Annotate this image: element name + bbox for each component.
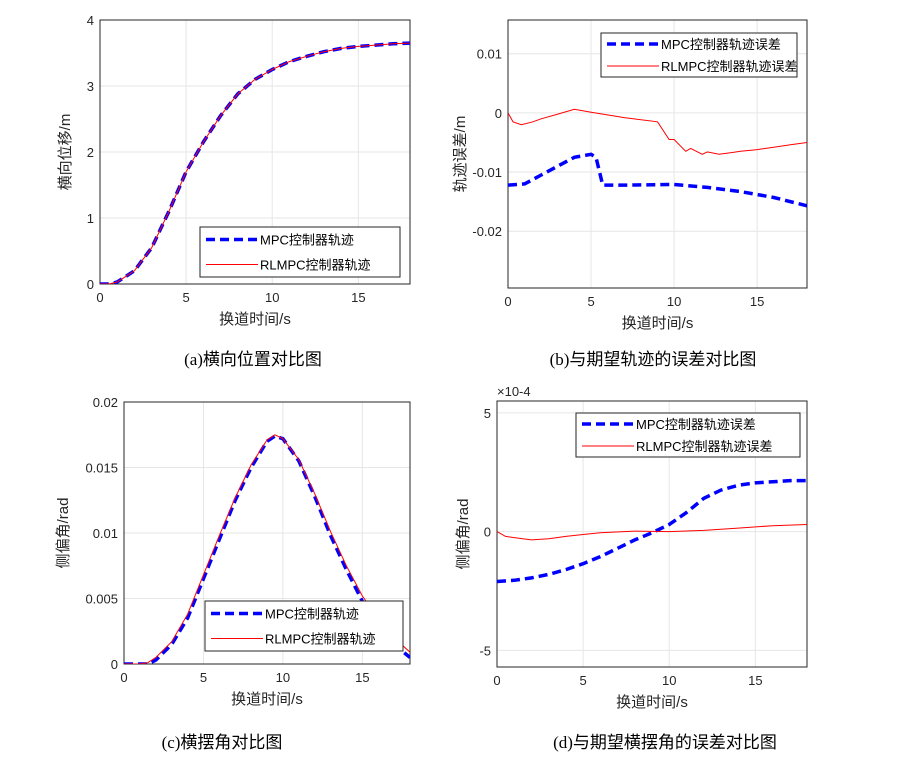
legend-box [204, 600, 404, 652]
chart-panel-1: 0 5 10 15 -0.02 -0.01 0 0.01 换道时间/s 轨迹误差/m MPC控制器轨… [452, 19, 808, 369]
legend-box [600, 32, 798, 78]
x-tick-label: 5 [182, 290, 189, 305]
legend: MPC控制器轨迹误差 RLMPC控制器轨迹误差 [575, 412, 801, 458]
y-tick-label: 5 [484, 406, 491, 421]
rlmpc-series-line [100, 42, 410, 284]
y-axis-label: 侧偏角/rad [455, 499, 472, 570]
legend-label: RLMPC控制器轨迹误差 [636, 439, 773, 454]
y-tick-label: -0.01 [472, 165, 502, 180]
panel-caption: (d)与期望横摆角的误差对比图 [553, 733, 777, 752]
x-tick-label: 15 [355, 670, 369, 685]
mpc-series-line [508, 152, 807, 208]
y-axis-label: 横向位移/m [57, 114, 74, 191]
x-tick-label: 0 [96, 290, 103, 305]
legend-box [575, 412, 801, 458]
legend: MPC控制器轨迹 RLMPC控制器轨迹 [199, 226, 401, 278]
x-tick-label: 5 [579, 673, 586, 688]
y-tick-label: 0.015 [85, 461, 118, 476]
x-tick-label: 10 [276, 670, 290, 685]
x-tick-label: 15 [748, 673, 762, 688]
y-axis-label: 侧偏角/rad [55, 498, 72, 569]
legend-label: MPC控制器轨迹 [265, 607, 359, 622]
legend-box [199, 226, 401, 278]
panel-caption: (a)横向位置对比图 [184, 350, 322, 369]
chart-panel-2: 0 5 10 15 0 0.005 0.01 0.015 0.02 换道时间/s 侧偏角/rad MP… [55, 395, 411, 752]
x-axis-label: 换道时间/s [219, 311, 291, 328]
y-tick-label: 0.005 [85, 592, 118, 607]
legend-label: MPC控制器轨迹误差 [661, 37, 781, 52]
axes-box [507, 19, 808, 289]
x-tick-label: 0 [120, 670, 127, 685]
axes-box [99, 19, 411, 285]
x-tick-label: 0 [493, 673, 500, 688]
y-tick-label: 0.02 [93, 395, 118, 410]
legend: MPC控制器轨迹误差 RLMPC控制器轨迹误差 [600, 32, 798, 78]
rlmpc-series-line [124, 434, 410, 664]
y-tick-label: 0 [111, 657, 118, 672]
panel-caption: (c)横摆角对比图 [162, 733, 283, 752]
mpc-series-line [124, 434, 410, 664]
x-tick-label: 15 [750, 294, 764, 309]
x-tick-label: 0 [504, 294, 511, 309]
legend-label: RLMPC控制器轨迹 [265, 632, 376, 647]
chart-panel-0: 0 5 10 15 0 1 2 3 4 换道时间/s 横向位移/m MPC控制器轨迹 RLMPC控制器轨… [57, 13, 411, 369]
rlmpc-series-line [497, 524, 807, 541]
y-tick-label: -0.02 [472, 224, 502, 239]
axis-exponent: ×10-4 [497, 384, 531, 399]
x-tick-label: 5 [587, 294, 594, 309]
legend-label: RLMPC控制器轨迹误差 [661, 59, 798, 74]
legend-label: MPC控制器轨迹 [260, 233, 354, 248]
mpc-series-line [497, 478, 807, 584]
panel-caption: (b)与期望轨迹的误差对比图 [550, 350, 757, 369]
x-tick-label: 5 [200, 670, 207, 685]
y-tick-label: 0 [495, 106, 502, 121]
legend-label: RLMPC控制器轨迹 [260, 258, 371, 273]
y-tick-label: -5 [479, 643, 491, 658]
y-tick-label: 0.01 [93, 526, 118, 541]
y-tick-label: 4 [87, 13, 94, 28]
y-tick-label: 3 [87, 79, 94, 94]
y-tick-label: 0 [87, 277, 94, 292]
legend: MPC控制器轨迹 RLMPC控制器轨迹 [204, 600, 404, 652]
chart-panel-3: 0 5 10 15-505×10-4换道时间/s侧偏角/radMPC控制器轨迹误差RL… [455, 384, 808, 752]
rlmpc-series-line [508, 108, 807, 155]
x-axis-label: 换道时间/s [616, 694, 688, 711]
axes-box [123, 401, 411, 665]
y-tick-label: 1 [87, 211, 94, 226]
y-tick-label: 2 [87, 145, 94, 160]
y-axis-label: 轨迹误差/m [452, 116, 469, 193]
y-tick-label: 0 [484, 525, 491, 540]
x-tick-label: 10 [265, 290, 279, 305]
x-tick-label: 10 [662, 673, 676, 688]
y-tick-label: 0.01 [477, 47, 502, 62]
axes-box [496, 400, 808, 668]
x-axis-label: 换道时间/s [622, 315, 694, 332]
x-tick-label: 15 [351, 290, 365, 305]
x-axis-label: 换道时间/s [231, 691, 303, 708]
legend-label: MPC控制器轨迹误差 [636, 417, 756, 432]
x-tick-label: 10 [667, 294, 681, 309]
